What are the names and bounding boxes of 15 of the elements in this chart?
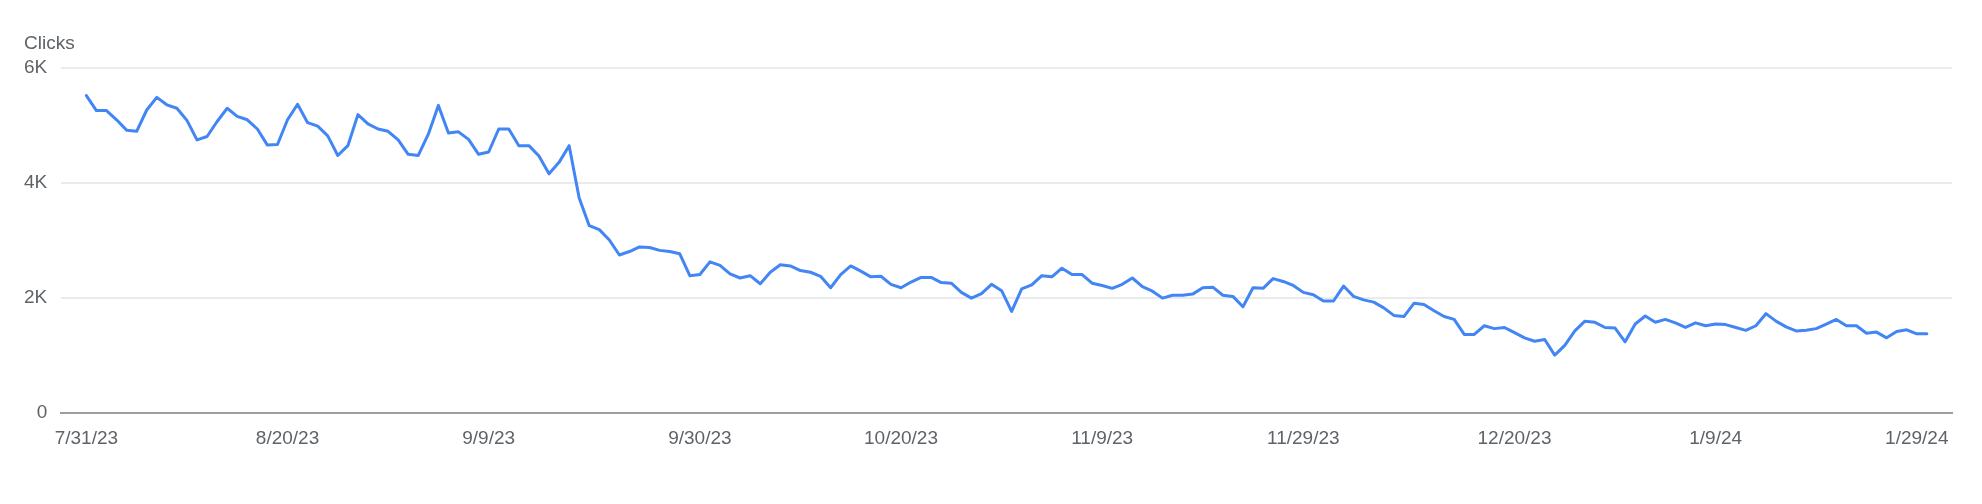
y-tick-label: 4K <box>23 171 48 193</box>
x-tick-label: 1/29/24 <box>1885 426 1949 448</box>
x-tick-label: 8/20/23 <box>255 426 320 448</box>
x-tick-label: 12/20/23 <box>1477 426 1552 448</box>
y-tick-label: 6K <box>23 56 48 78</box>
x-tick-label: 11/29/23 <box>1267 426 1340 448</box>
x-tick-label: 9/30/23 <box>668 426 732 448</box>
x-tick-label: 7/31/23 <box>54 426 119 448</box>
x-tick-label: 1/9/24 <box>1689 426 1743 448</box>
y-tick-label: 0 <box>36 401 48 423</box>
y-axis-title: Clicks <box>24 32 75 54</box>
y-tick-label: 2K <box>23 286 48 308</box>
x-tick-label: 9/9/23 <box>462 426 516 448</box>
x-tick-label: 10/20/23 <box>864 426 938 448</box>
x-tick-label: 11/9/23 <box>1071 426 1134 448</box>
